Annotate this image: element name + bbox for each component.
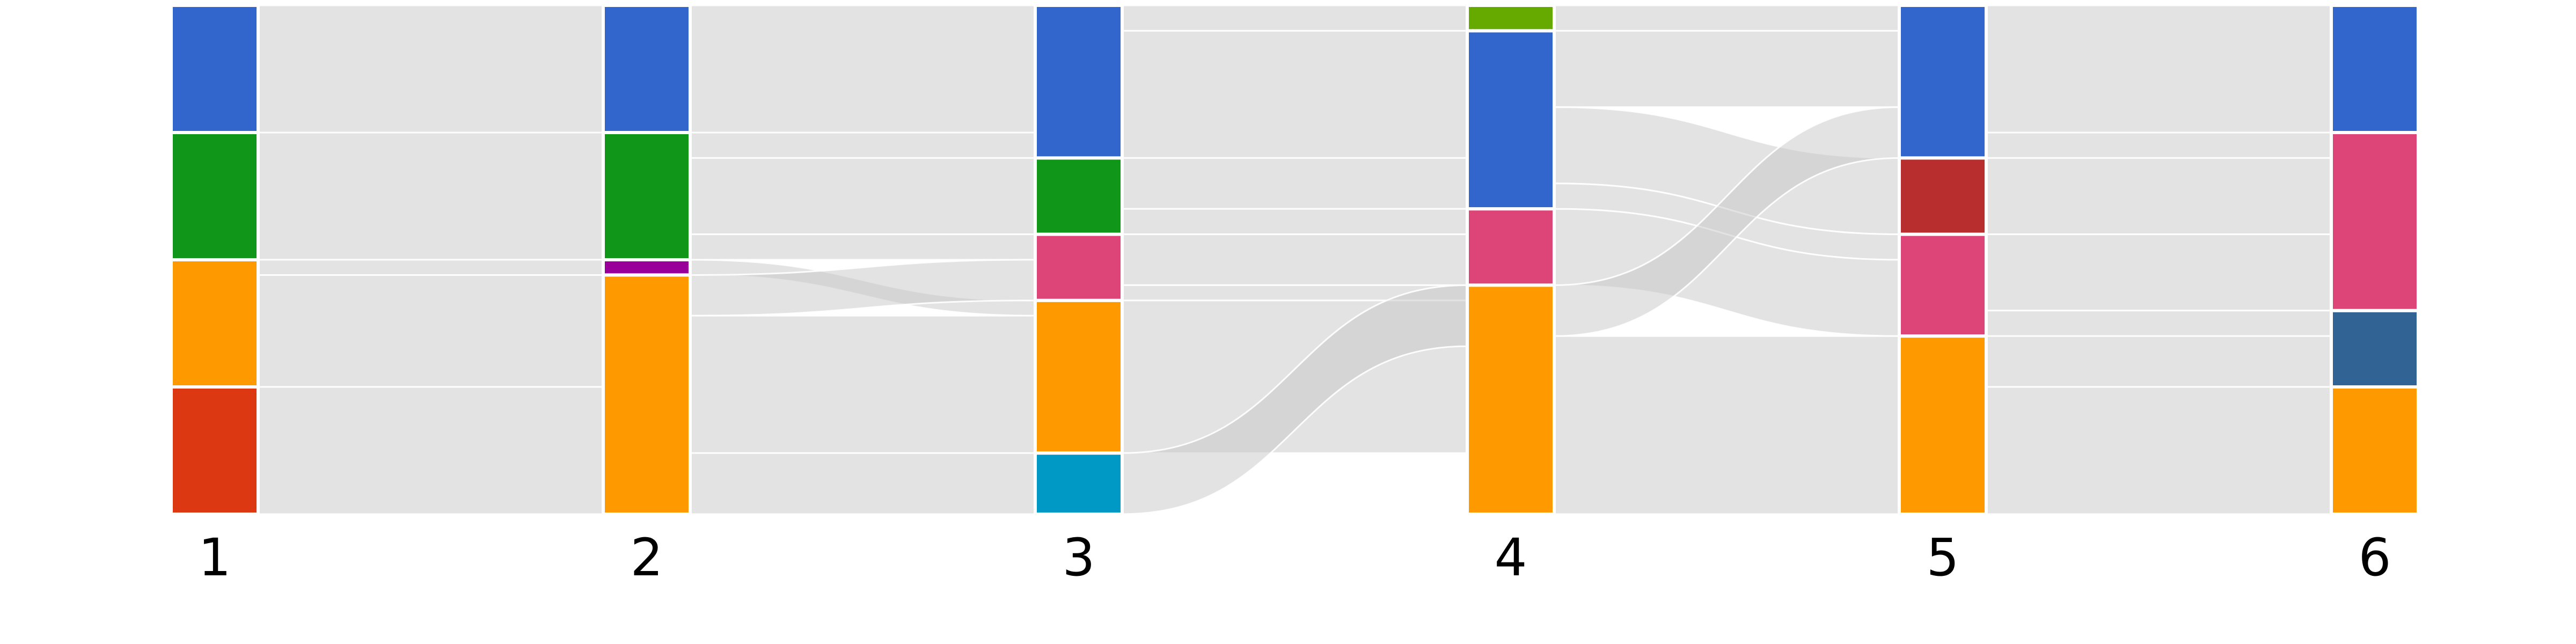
flow-3-4-1 [1121, 30, 1468, 159]
flow-5-6-0 [1985, 4, 2332, 134]
flow-4-5-6 [1553, 335, 1900, 515]
node-stage3-pink [1034, 232, 1124, 302]
flow-1-2-3 [257, 274, 604, 388]
node-stage5-orange [1898, 334, 1988, 516]
flow-1-2-1 [257, 131, 604, 261]
flow-2-3-3 [689, 233, 1036, 261]
flow-5-6-2 [1985, 157, 2332, 236]
flow-3-4-0 [1121, 4, 1468, 32]
flow-5-6-4 [1985, 310, 2332, 337]
node-stage5-blue [1898, 4, 1988, 160]
flow-5-6-5 [1985, 335, 2332, 388]
node-stage6-orange [2330, 385, 2420, 516]
flow-1-2-0 [257, 4, 604, 134]
flow-2-3-1 [689, 131, 1036, 159]
node-stage3-orange [1034, 298, 1124, 455]
node-stage2-green [602, 131, 692, 261]
node-stage1-blue [170, 4, 260, 134]
flow-5-6-3 [1985, 233, 2332, 312]
stage-label-5: 5 [1926, 528, 1959, 588]
node-stage3-blue [1034, 4, 1124, 160]
flow-3-4-3 [1121, 208, 1468, 236]
flow-3-4-2 [1121, 157, 1468, 210]
stage-label-2: 2 [630, 528, 663, 588]
flow-5-6-1 [1985, 131, 2332, 159]
node-stage4-orange [1466, 283, 1556, 516]
flows-layer [257, 4, 2332, 515]
node-stage3-cyan [1034, 451, 1124, 516]
flow-5-6-6 [1985, 386, 2332, 515]
node-stage6-steel [2330, 309, 2420, 389]
node-stage3-green [1034, 156, 1124, 236]
flow-1-2-4 [257, 386, 604, 515]
node-stage4-blue [1466, 29, 1556, 211]
node-stage5-darkred [1898, 156, 1988, 236]
node-stage6-blue [2330, 4, 2420, 134]
node-stage4-pink [1466, 207, 1556, 287]
stage-label-1: 1 [198, 528, 231, 588]
flow-4-5-0 [1553, 4, 1900, 32]
node-stage2-blue [602, 4, 692, 134]
stage-label-4: 4 [1494, 528, 1527, 588]
node-stage6-pink [2330, 131, 2420, 312]
flow-2-3-2 [689, 157, 1036, 236]
flow-4-5-1 [1553, 30, 1900, 108]
node-stage1-orange [170, 258, 260, 389]
flow-2-3-0 [689, 4, 1036, 134]
flow-2-3-6 [689, 314, 1036, 454]
node-stage1-green [170, 131, 260, 261]
stage-label-3: 3 [1062, 528, 1095, 588]
stage-label-6: 6 [2358, 528, 2391, 588]
nodes-layer [170, 4, 2420, 516]
node-stage5-pink [1898, 232, 1988, 338]
flow-1-2-2 [257, 259, 604, 276]
node-stage2-purple [602, 258, 692, 277]
flow-3-4-4 [1121, 233, 1468, 286]
stage-labels: 1 2 3 4 5 6 [198, 528, 2391, 588]
node-stage4-lime [1466, 4, 1556, 33]
node-stage2-orange [602, 273, 692, 516]
node-stage1-red [170, 385, 260, 516]
flow-2-3-7 [689, 452, 1036, 515]
